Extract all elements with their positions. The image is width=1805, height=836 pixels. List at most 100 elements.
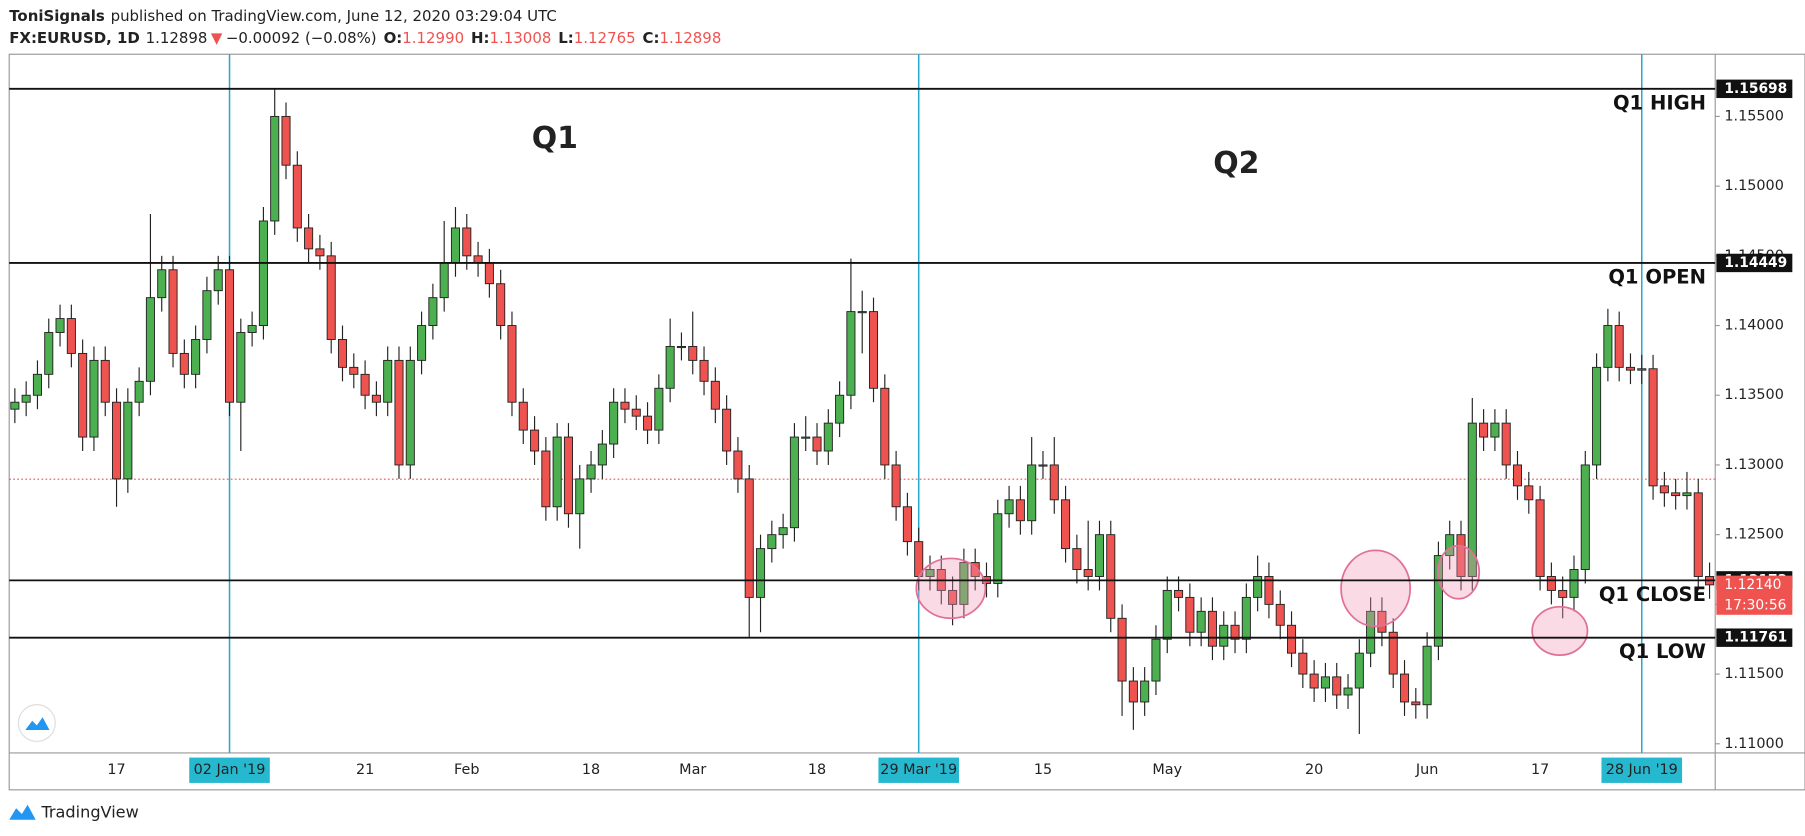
candle-body bbox=[575, 478, 585, 515]
candle-body bbox=[326, 255, 336, 340]
candle-body bbox=[1253, 576, 1263, 598]
header-line: ToniSignals published on TradingView.com,… bbox=[9, 7, 557, 25]
candle-body bbox=[1264, 576, 1274, 605]
level-value: 1.15698 bbox=[1724, 81, 1787, 97]
level-name: Q1 OPEN bbox=[1608, 265, 1706, 288]
candle-body bbox=[1230, 624, 1240, 640]
candle-body bbox=[620, 401, 630, 410]
candle-body bbox=[1241, 596, 1251, 640]
candle-body bbox=[247, 325, 257, 333]
candle-body bbox=[134, 380, 144, 403]
candle-body bbox=[145, 297, 155, 382]
candle-body bbox=[1411, 701, 1421, 706]
candle-body bbox=[224, 269, 235, 403]
candle-body bbox=[394, 359, 404, 466]
candle-body bbox=[552, 436, 562, 508]
candle-body bbox=[371, 394, 381, 403]
x-tick-label: 18 bbox=[582, 762, 600, 778]
y-tick-label: 1.13500 bbox=[1724, 387, 1783, 403]
candle-body bbox=[44, 332, 54, 375]
candle-body bbox=[1343, 687, 1353, 696]
candle-body bbox=[1151, 638, 1161, 682]
candle-body bbox=[1535, 499, 1545, 577]
level-value: 1.11761 bbox=[1724, 630, 1787, 646]
x-tick-label: 15 bbox=[1034, 762, 1052, 778]
candle-body bbox=[1196, 610, 1206, 633]
logo-button[interactable] bbox=[17, 704, 56, 743]
candle-body bbox=[925, 569, 935, 577]
candle-body bbox=[1399, 673, 1410, 703]
ohlc-value: 1.12765 bbox=[574, 29, 636, 47]
candle-body bbox=[462, 227, 472, 257]
y-tick-label: 1.11500 bbox=[1724, 666, 1783, 682]
candle-body bbox=[270, 115, 280, 222]
candle-body bbox=[66, 318, 76, 354]
candle-body bbox=[304, 227, 314, 250]
marked-date-box bbox=[189, 757, 270, 783]
header-line: FX:EURUSD, 1D 1.12898 ▼ −0.00092 (−0.08%) O:… bbox=[9, 29, 721, 47]
candle-body bbox=[337, 339, 348, 368]
candle-body bbox=[1501, 422, 1511, 466]
candle-body bbox=[1174, 589, 1184, 598]
candle-body bbox=[665, 345, 675, 389]
y-tick-label: 1.11000 bbox=[1724, 736, 1783, 752]
candle-body bbox=[100, 359, 110, 403]
candle-body bbox=[213, 269, 223, 292]
last-price: 1.12140 bbox=[1724, 577, 1781, 593]
level-value: 1.14449 bbox=[1724, 255, 1787, 271]
annotation: Q1 bbox=[532, 121, 578, 156]
candle-body bbox=[32, 373, 42, 396]
y-tick-label: 1.12500 bbox=[1724, 527, 1783, 543]
candle-body bbox=[902, 506, 912, 543]
y-tick-label: 1.15500 bbox=[1724, 108, 1783, 124]
candle-body bbox=[880, 387, 890, 466]
candle-body bbox=[676, 345, 686, 349]
candle-body bbox=[970, 562, 980, 577]
candle-body bbox=[1671, 492, 1681, 497]
level-name: Q1 HIGH bbox=[1613, 91, 1706, 114]
level-value-box bbox=[1716, 79, 1793, 99]
candle-body bbox=[835, 394, 845, 424]
candle-body bbox=[157, 269, 167, 299]
candle-body bbox=[755, 548, 766, 598]
candle-body bbox=[1659, 485, 1669, 494]
candle-body bbox=[699, 359, 709, 382]
level-name: Q1 CLOSE bbox=[1599, 583, 1706, 606]
logo-circle[interactable] bbox=[17, 704, 56, 743]
candle-body bbox=[281, 115, 291, 166]
candle-body bbox=[789, 436, 799, 529]
change: −0.00092 (−0.08%) bbox=[226, 29, 377, 47]
candle-body bbox=[1614, 325, 1624, 368]
x-tick-label: 28 Jun '19 bbox=[1606, 762, 1678, 778]
ohlc-label: H: bbox=[471, 29, 490, 47]
ohlc-label: O: bbox=[384, 29, 403, 47]
candle-body bbox=[1038, 464, 1048, 467]
candle-body bbox=[643, 415, 653, 431]
annotation: Q2 bbox=[1213, 146, 1259, 181]
candle-body bbox=[1117, 617, 1127, 682]
candle-body bbox=[1558, 589, 1568, 598]
candle-body bbox=[518, 401, 528, 431]
candle-body bbox=[383, 359, 393, 403]
y-tick-label: 1.15000 bbox=[1724, 178, 1783, 194]
candle-body bbox=[857, 311, 867, 314]
candle-body bbox=[450, 227, 461, 264]
candle-body bbox=[1490, 422, 1500, 438]
ohlc-label: L: bbox=[558, 29, 574, 47]
candle-body bbox=[236, 332, 246, 403]
x-tick-label: Jun bbox=[1415, 762, 1438, 778]
candle-body bbox=[507, 325, 517, 403]
level-name: Q1 LOW bbox=[1619, 640, 1706, 663]
marked-date-box bbox=[878, 757, 959, 783]
candle-body bbox=[1648, 368, 1658, 487]
candle-body bbox=[1094, 534, 1104, 577]
candle-body bbox=[801, 436, 811, 439]
footer-brand: TradingView bbox=[40, 802, 138, 821]
candle-body bbox=[1185, 596, 1195, 633]
candle-body bbox=[1524, 485, 1534, 501]
candle-body bbox=[1004, 499, 1014, 515]
candle-body bbox=[868, 311, 879, 389]
candle-body bbox=[1592, 366, 1602, 466]
